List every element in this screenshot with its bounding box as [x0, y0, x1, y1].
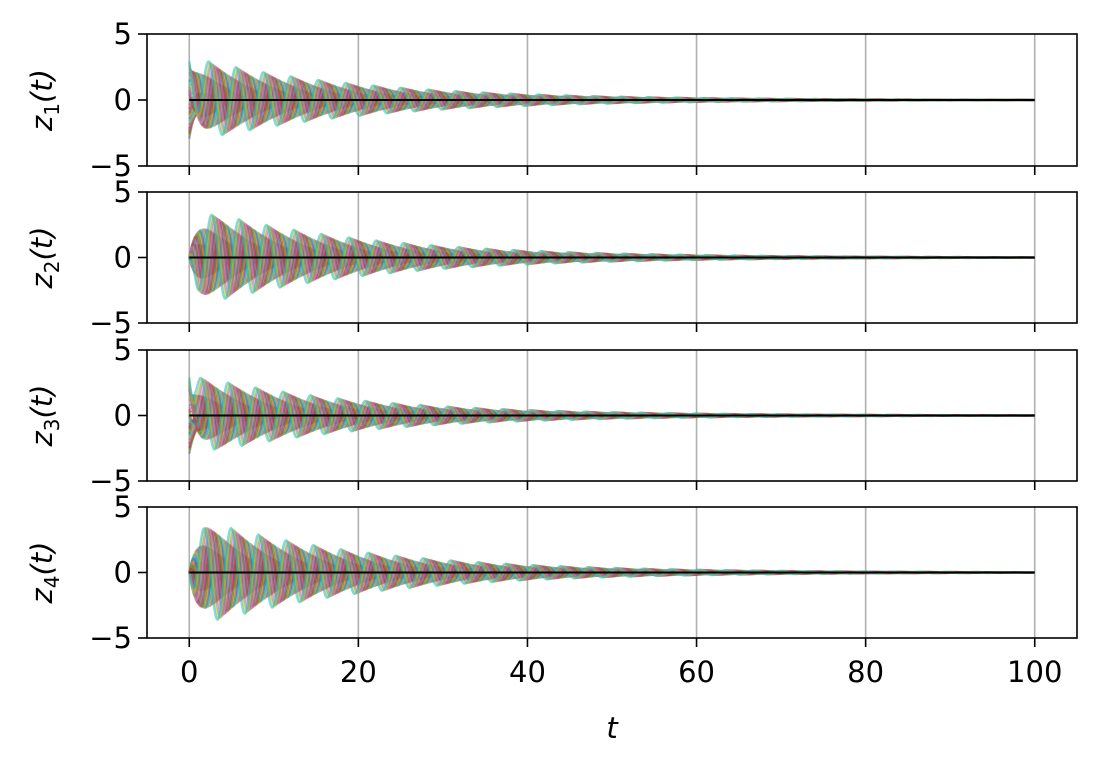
y-tick-label: 0	[114, 241, 132, 275]
y-tick-label: 5	[114, 175, 132, 209]
y-tick-label: 0	[114, 556, 132, 590]
subplot-2: −5 0 5 z2(t)	[25, 175, 1078, 340]
trace-group	[188, 526, 1035, 621]
subplot-4: −5 0 5 0 20 40 60 80 100 z4(t)	[25, 490, 1078, 689]
y-tick-label: 5	[114, 490, 132, 524]
y-tick-label: 0	[114, 83, 132, 117]
y-axis-label: z3(t)	[25, 385, 64, 448]
y-tick-label: 5	[114, 17, 132, 51]
subplots-container: −5 0 5 z1(t) −5 0 5 z2(t) −5 0 5 z3(t) −5 0 5 0 20 40 60 80…	[25, 17, 1078, 689]
y-axis-label: z1(t)	[25, 69, 64, 132]
x-tick-label: 60	[678, 655, 715, 689]
x-tick-label: 80	[847, 655, 884, 689]
x-tick-label: 20	[340, 655, 377, 689]
y-tick-label: −5	[89, 306, 132, 340]
y-tick-label: 0	[114, 399, 132, 433]
y-axis-label: z4(t)	[25, 542, 64, 605]
x-tick-label: 100	[1007, 655, 1062, 689]
x-tick-label: 40	[509, 655, 546, 689]
x-axis-label: t	[606, 711, 619, 745]
y-tick-label: −5	[89, 149, 132, 183]
y-tick-label: −5	[89, 464, 132, 498]
subplot-3: −5 0 5 z3(t)	[25, 333, 1078, 498]
y-tick-label: 5	[114, 333, 132, 367]
y-axis-label: z2(t)	[25, 227, 64, 290]
x-tick-label: 0	[180, 655, 198, 689]
y-tick-label: −5	[89, 621, 132, 655]
subplot-1: −5 0 5 z1(t)	[25, 17, 1078, 183]
